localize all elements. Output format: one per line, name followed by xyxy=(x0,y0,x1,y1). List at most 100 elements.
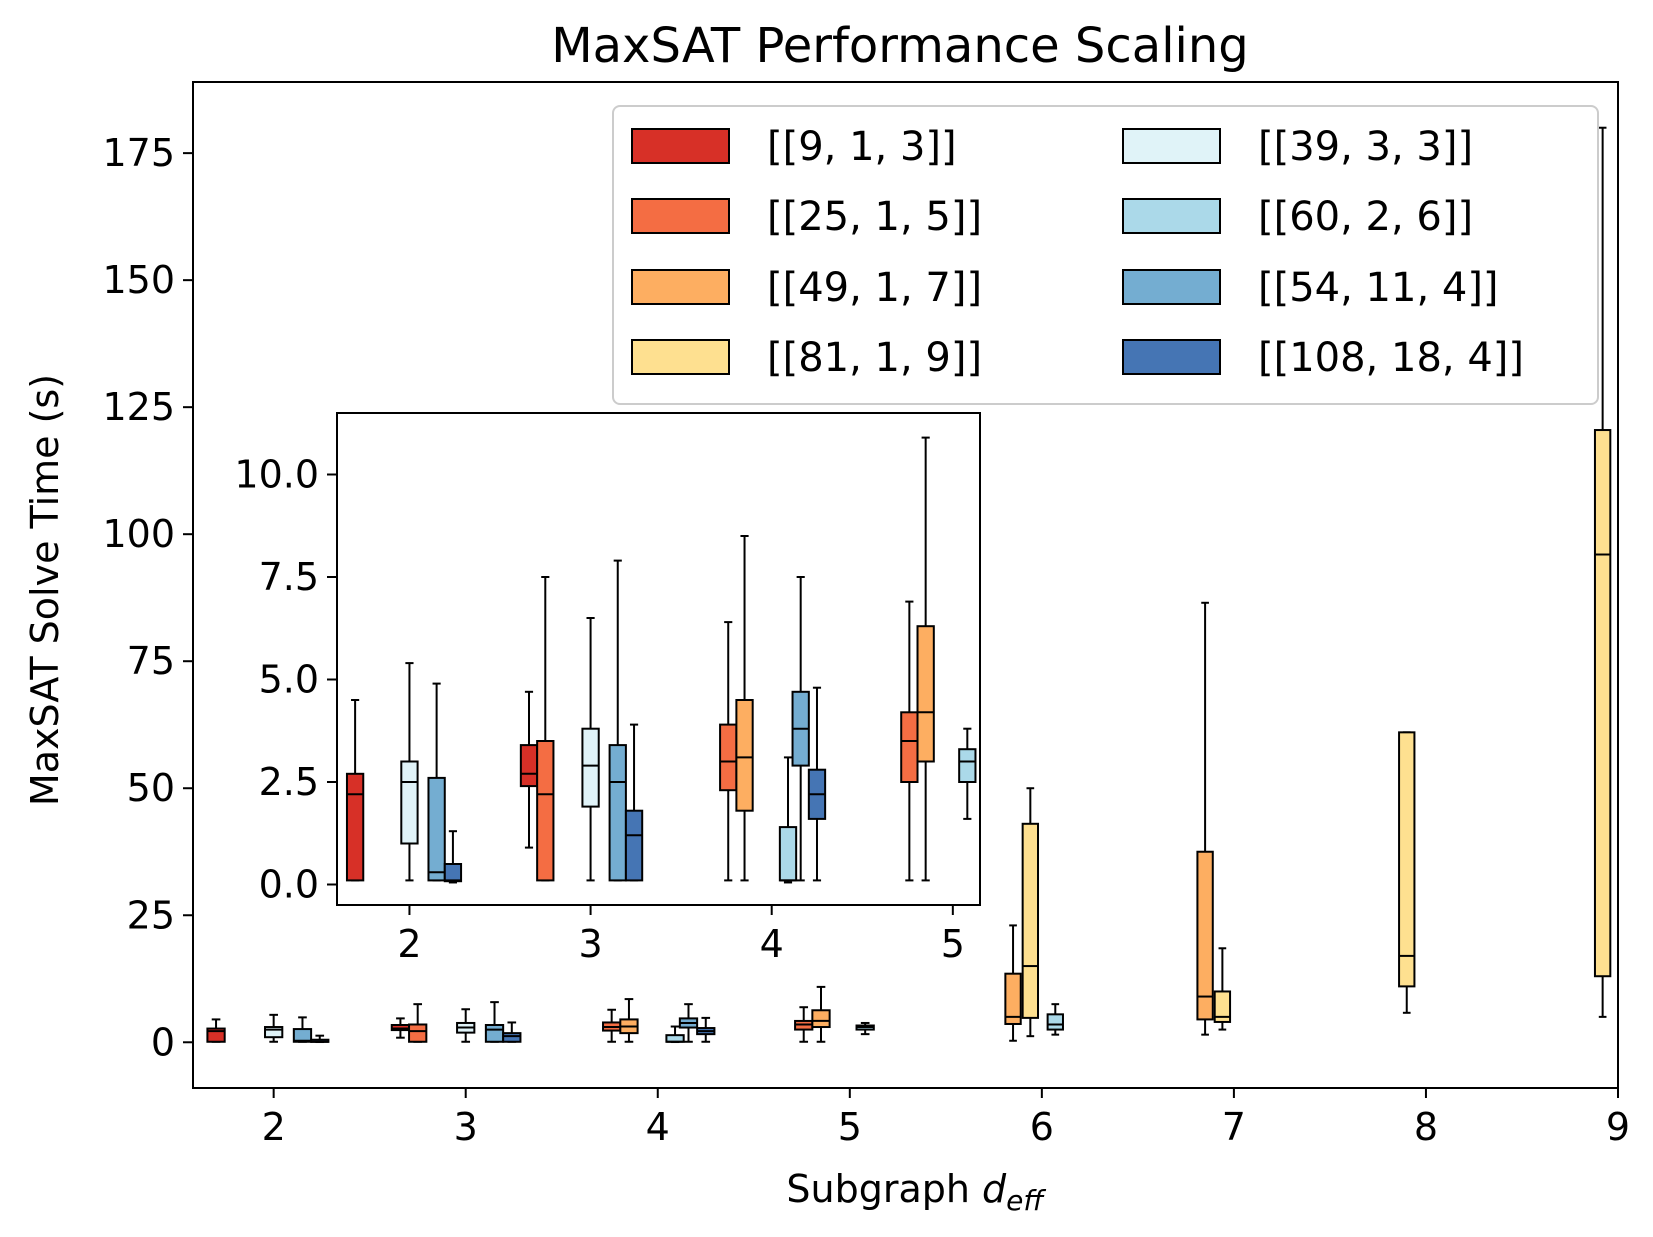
main-box-20 xyxy=(1196,601,1214,1036)
main-box-4 xyxy=(390,1017,411,1039)
main-box-22 xyxy=(1398,731,1416,1014)
inset-box-9 xyxy=(719,621,738,882)
main-box-11 xyxy=(665,1025,685,1044)
main-y-tick-label: 150 xyxy=(102,258,175,302)
main-box-body xyxy=(1213,990,1232,1023)
inset-y-tick-label: 0.0 xyxy=(259,863,319,907)
x-axis-label-text: Subgraph xyxy=(786,1167,982,1211)
legend-label: [[25, 1, 5]] xyxy=(767,194,982,240)
legend-entry-5: [[60, 2, 6]] xyxy=(1122,194,1473,240)
main-x-tick-label: 6 xyxy=(1030,1105,1054,1149)
inset-x-tick-label: 4 xyxy=(760,922,784,966)
legend: [[9, 1, 3]] [[25, 1, 5]] [[49, 1, 7]] [[81,… xyxy=(612,105,1599,405)
main-box-23 xyxy=(1593,126,1612,1018)
main-plot-frame xyxy=(192,81,1619,1089)
main-y-tick-label: 0 xyxy=(151,1020,175,1064)
main-box-15 xyxy=(811,985,831,1043)
y-axis-label: MaxSAT Solve Time (s) xyxy=(23,374,67,806)
main-x-tick-label: 3 xyxy=(454,1105,478,1149)
legend-swatch xyxy=(631,198,730,234)
main-box-10 xyxy=(619,998,639,1043)
legend-swatch xyxy=(631,339,730,375)
main-box-body xyxy=(1021,822,1040,1019)
inset-plot: 2 3 4 5 0.0 2.5 5.0 7.5 10.0 xyxy=(234,412,981,966)
inset-box-1 xyxy=(400,662,419,882)
main-box-16 xyxy=(855,1021,875,1036)
legend-entry-2: [[49, 1, 7]] xyxy=(631,265,982,311)
main-y-tick-label: 175 xyxy=(102,131,175,175)
main-x-tick-label: 5 xyxy=(838,1105,862,1149)
main-box-body xyxy=(1196,850,1214,1021)
legend-swatch xyxy=(631,269,730,305)
inset-y-tick-label: 7.5 xyxy=(259,555,319,599)
legend-entry-7: [[108, 18, 4]] xyxy=(1122,335,1524,381)
main-x-tick-label: 7 xyxy=(1222,1105,1246,1149)
inset-box-body xyxy=(400,760,419,845)
inset-box-13 xyxy=(807,686,827,882)
inset-y-tick-label: 5.0 xyxy=(259,658,319,702)
inset-box-body xyxy=(581,727,600,808)
main-box-0 xyxy=(206,1018,226,1043)
x-axis-label: Subgraph deff xyxy=(786,1167,1046,1217)
main-x-tick-label: 8 xyxy=(1414,1105,1438,1149)
main-x-tick-label: 4 xyxy=(646,1105,670,1149)
main-box-body xyxy=(1004,972,1022,1025)
inset-box-body xyxy=(916,625,935,763)
main-box-body xyxy=(292,1028,313,1043)
legend-label: [[9, 1, 3]] xyxy=(767,124,957,170)
legend-swatch xyxy=(1122,339,1221,375)
main-y-tick-label: 100 xyxy=(102,512,175,556)
main-x-tick-label: 9 xyxy=(1606,1105,1630,1149)
inset-box-15 xyxy=(916,436,935,882)
inset-box-5 xyxy=(536,576,555,882)
inset-box-2 xyxy=(427,682,446,882)
main-box-body xyxy=(408,1023,428,1043)
legend-swatch xyxy=(1122,128,1221,164)
inset-box-body xyxy=(345,772,365,882)
legend-label: [[60, 2, 6]] xyxy=(1258,194,1473,240)
main-box-19 xyxy=(1046,1003,1064,1036)
inset-box-body xyxy=(608,744,627,882)
inset-x-tick-label: 2 xyxy=(397,922,421,966)
inset-y-tick-label: 2.5 xyxy=(259,760,319,804)
legend-swatch xyxy=(631,128,730,164)
legend-label: [[54, 11, 4]] xyxy=(1258,265,1499,311)
main-box-21 xyxy=(1213,947,1232,1031)
main-box-body xyxy=(811,1009,831,1029)
main-box-body xyxy=(1593,429,1612,978)
inset-box-3 xyxy=(443,830,463,884)
inset-box-body xyxy=(624,809,644,882)
chart-title: MaxSAT Performance Scaling xyxy=(551,18,1249,74)
main-box-12 xyxy=(678,1003,699,1043)
legend-entry-3: [[81, 1, 9]] xyxy=(631,335,982,381)
main-box-body xyxy=(484,1023,505,1043)
inset-box-11 xyxy=(778,756,798,884)
legend-frame xyxy=(612,105,1599,405)
legend-label: [[49, 1, 7]] xyxy=(767,265,982,311)
main-box-14 xyxy=(794,1006,814,1043)
inset-box-body xyxy=(519,744,539,788)
main-box-8 xyxy=(502,1021,522,1043)
main-box-body xyxy=(264,1026,284,1039)
main-x-tick-label: 2 xyxy=(262,1105,286,1149)
main-box-9 xyxy=(602,1008,622,1043)
main-box-body xyxy=(502,1032,522,1043)
inset-box-body xyxy=(427,776,446,882)
inset-x-tick-label: 3 xyxy=(578,922,602,966)
inset-box-10 xyxy=(735,535,754,882)
inset-box-body xyxy=(443,863,463,883)
legend-entry-0: [[9, 1, 3]] xyxy=(631,124,957,170)
main-box-5 xyxy=(408,1003,428,1043)
inset-box-4 xyxy=(519,690,539,849)
legend-entry-4: [[39, 3, 3]] xyxy=(1122,124,1473,170)
inset-box-body xyxy=(958,748,977,784)
inset-x-tick-label: 5 xyxy=(941,922,965,966)
main-y-tick-label: 25 xyxy=(127,893,175,937)
main-box-6 xyxy=(456,1008,476,1043)
inset-box-6 xyxy=(581,617,600,882)
main-box-2 xyxy=(292,1016,313,1043)
main-y-tick-label: 50 xyxy=(127,766,175,810)
legend-entry-6: [[54, 11, 4]] xyxy=(1122,265,1499,311)
main-box-18 xyxy=(1021,787,1040,1038)
